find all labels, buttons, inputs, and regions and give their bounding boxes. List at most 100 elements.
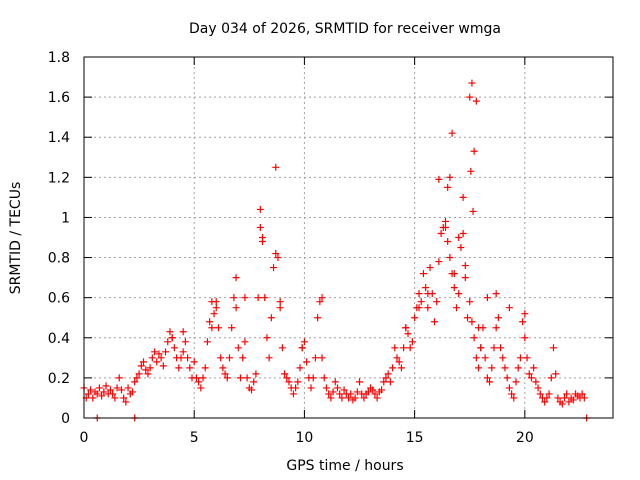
data-point bbox=[411, 314, 419, 322]
data-point bbox=[395, 358, 403, 366]
data-point bbox=[256, 223, 264, 231]
data-point bbox=[131, 378, 139, 386]
data-point bbox=[360, 394, 368, 402]
data-point bbox=[459, 229, 467, 237]
data-point bbox=[569, 396, 577, 404]
data-point bbox=[446, 173, 454, 181]
data-point bbox=[232, 304, 240, 312]
data-point bbox=[140, 358, 148, 366]
data-point bbox=[170, 344, 178, 352]
data-point bbox=[419, 270, 427, 278]
data-point bbox=[263, 334, 271, 342]
data-point bbox=[307, 384, 315, 392]
x-tick-label: 15 bbox=[406, 430, 424, 446]
data-point bbox=[469, 207, 477, 215]
data-point bbox=[422, 284, 430, 292]
data-point bbox=[516, 354, 524, 362]
data-point bbox=[329, 388, 337, 396]
data-point bbox=[181, 338, 189, 346]
axis-ticks: 0 0.2 0.4 0.6 0.8 1 1.2 1.4 1.6 1.8 0 5 10 15 20 bbox=[48, 50, 613, 446]
plot-frame bbox=[83, 56, 614, 419]
data-point bbox=[444, 238, 452, 246]
data-point bbox=[151, 348, 159, 356]
data-point bbox=[448, 129, 456, 137]
data-point bbox=[199, 374, 207, 382]
data-point bbox=[378, 386, 386, 394]
data-point bbox=[283, 374, 291, 382]
data-point bbox=[441, 217, 449, 225]
data-points bbox=[80, 79, 591, 422]
data-point bbox=[563, 390, 571, 398]
chart-title: Day 034 of 2026, SRMTID for receiver wmg… bbox=[189, 21, 501, 37]
data-point bbox=[406, 344, 414, 352]
data-point bbox=[300, 338, 308, 346]
data-point bbox=[468, 79, 476, 87]
data-point bbox=[549, 344, 557, 352]
data-point bbox=[404, 330, 412, 338]
data-point bbox=[333, 384, 341, 392]
data-point bbox=[133, 374, 141, 382]
data-point bbox=[336, 390, 344, 398]
data-point bbox=[340, 386, 348, 394]
data-point bbox=[294, 378, 302, 386]
y-tick-label: 1.8 bbox=[48, 50, 70, 66]
data-point bbox=[184, 354, 192, 362]
data-point bbox=[467, 167, 475, 175]
data-point bbox=[508, 390, 516, 398]
data-point bbox=[272, 250, 280, 258]
data-point bbox=[148, 354, 156, 362]
data-point bbox=[455, 290, 463, 298]
data-point bbox=[519, 318, 527, 326]
data-point bbox=[494, 314, 502, 322]
data-point bbox=[400, 344, 408, 352]
data-point bbox=[470, 147, 478, 155]
data-point bbox=[100, 388, 108, 396]
data-point bbox=[424, 290, 432, 298]
data-point bbox=[369, 386, 377, 394]
data-point bbox=[316, 298, 324, 306]
data-point bbox=[347, 390, 355, 398]
data-point bbox=[322, 384, 330, 392]
data-point bbox=[386, 378, 394, 386]
data-point bbox=[250, 378, 258, 386]
data-point bbox=[296, 364, 304, 372]
x-tick-label: 0 bbox=[80, 430, 89, 446]
x-axis-label: GPS time / hours bbox=[286, 458, 403, 474]
data-point bbox=[153, 358, 161, 366]
data-point bbox=[455, 234, 463, 241]
data-point bbox=[219, 364, 227, 372]
data-point bbox=[98, 392, 106, 400]
data-point bbox=[225, 354, 233, 362]
data-point bbox=[459, 193, 467, 201]
data-point bbox=[483, 374, 491, 382]
data-point bbox=[552, 370, 560, 378]
data-point bbox=[186, 364, 194, 372]
data-point bbox=[212, 298, 220, 306]
data-point bbox=[259, 238, 267, 246]
data-point bbox=[311, 354, 319, 362]
data-point bbox=[415, 290, 423, 298]
data-point bbox=[543, 394, 551, 402]
data-point bbox=[475, 324, 483, 332]
data-point bbox=[450, 270, 458, 278]
data-point bbox=[435, 258, 443, 266]
data-point bbox=[490, 344, 498, 352]
y-tick-label: 0.4 bbox=[48, 331, 70, 347]
data-point bbox=[228, 324, 236, 332]
data-point bbox=[561, 394, 569, 402]
data-point bbox=[393, 354, 401, 362]
data-point bbox=[208, 324, 216, 332]
data-point bbox=[558, 400, 566, 408]
data-point bbox=[128, 388, 136, 396]
data-point bbox=[430, 318, 438, 326]
data-point bbox=[371, 390, 379, 398]
data-point bbox=[402, 324, 410, 332]
data-point bbox=[195, 378, 203, 386]
data-point bbox=[505, 384, 513, 392]
x-tick-label: 20 bbox=[516, 430, 534, 446]
data-point bbox=[318, 354, 326, 362]
data-point bbox=[426, 264, 434, 272]
data-point bbox=[239, 354, 247, 362]
data-point bbox=[201, 364, 209, 372]
y-tick-label: 1.4 bbox=[48, 130, 70, 146]
